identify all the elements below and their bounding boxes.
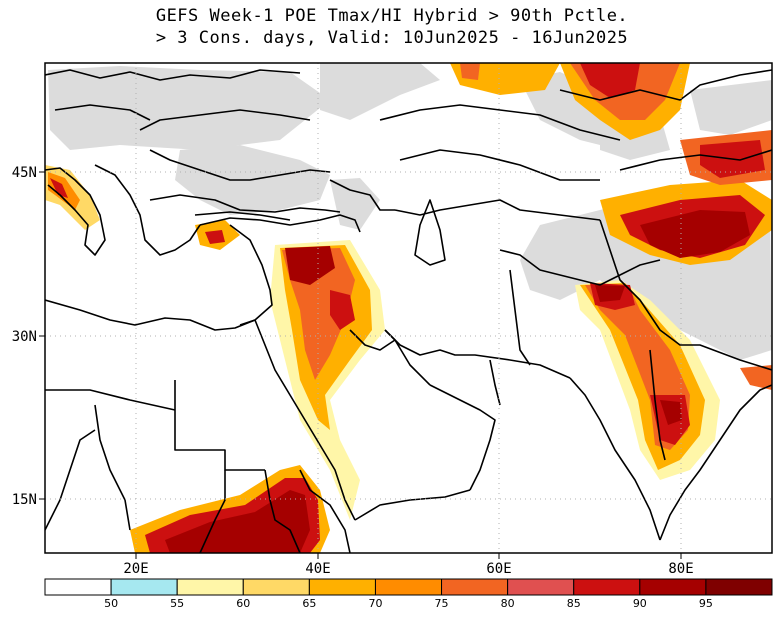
colorbar-level-label: 55 [170,597,184,610]
colorbar-level-label: 65 [302,597,316,610]
colorbar-level-label: 95 [699,597,713,610]
x-tick-label-60e: 60E [486,561,511,577]
x-tick-label-80e: 80E [668,561,693,577]
colorbar-swatch [374,578,443,596]
map-frame [44,62,773,554]
colorbar-swatch [176,578,244,596]
colorbar-swatch [705,578,773,596]
colorbar-level-label: 60 [236,597,250,610]
colorbar-level-label: 90 [633,597,647,610]
colorbar-swatch [441,578,509,596]
grid-lines [45,63,772,553]
colorbar-swatch [573,578,641,596]
colorbar-level-label: 50 [104,597,118,610]
map-title-line-2: > 3 Cons. days, Valid: 10Jun2025 - 16Jun… [155,28,629,48]
colorbar-swatch [110,578,178,596]
probability-shading [45,63,772,553]
colorbar-level-label: 80 [501,597,515,610]
colorbar-swatch [242,578,310,596]
colorbar: 50 55 60 65 70 75 80 85 90 95 [44,578,773,610]
colorbar-swatch [639,578,707,596]
colorbar-swatch [308,578,376,596]
colorbar-level-label: 75 [435,597,449,610]
x-tick-label-20e: 20E [123,561,148,577]
colorbar-level-label: 85 [567,597,581,610]
y-tick-label-15n: 15N [12,492,37,508]
y-tick-label-45n: 45N [12,165,37,181]
x-tick-label-40e: 40E [305,561,330,577]
colorbar-swatch [507,578,575,596]
map-title-line-1: GEFS Week-1 POE Tmax/HI Hybrid > 90th Pc… [155,6,629,26]
colorbar-level-label: 70 [368,597,382,610]
y-tick-label-30n: 30N [12,329,37,345]
coastline-layer [45,69,772,553]
axis-ticks [39,171,682,559]
colorbar-swatch [44,578,112,596]
